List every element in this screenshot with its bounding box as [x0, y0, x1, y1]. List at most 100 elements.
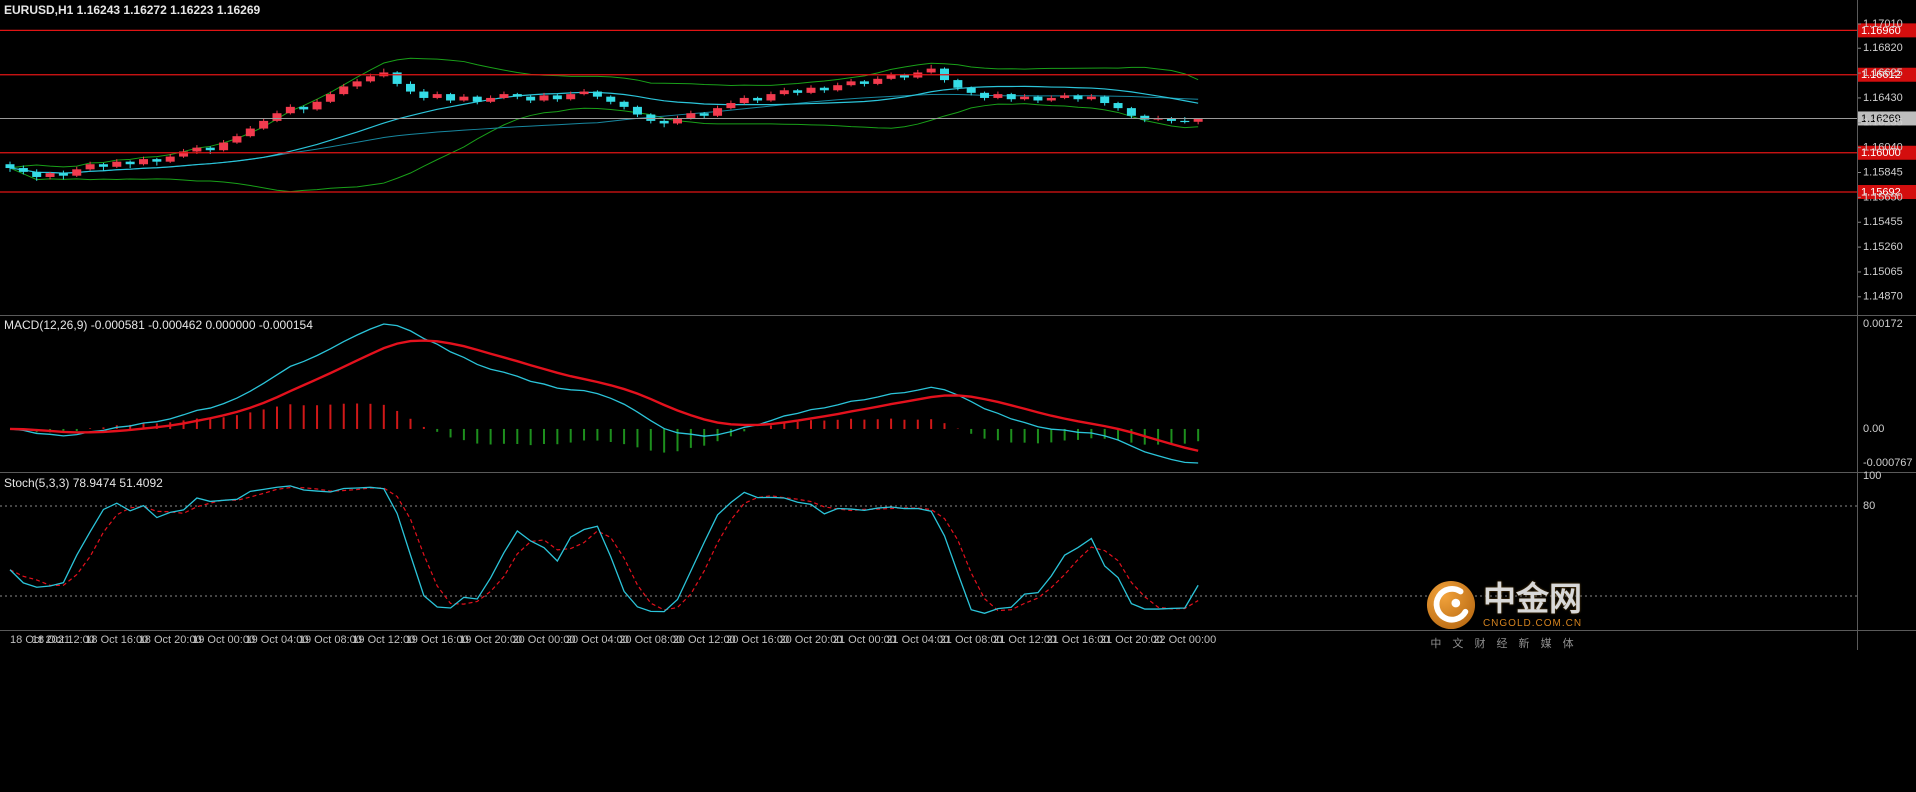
candle-body [659, 120, 669, 124]
candle-body [392, 72, 402, 84]
axis-label: 20 Oct 12:00 [673, 634, 736, 646]
candle-body [1180, 120, 1190, 123]
candle-body [1153, 118, 1163, 120]
price-tag: 1.16612 [1858, 67, 1916, 82]
candle-body [219, 142, 229, 151]
candle-body [272, 113, 282, 121]
candle-body [592, 91, 602, 97]
macd-signal-line [9, 339, 1199, 452]
candle-body [539, 95, 549, 101]
axis-label: 18 Oct 12:00 [32, 634, 95, 646]
candle-body [1086, 96, 1096, 100]
price-tag: 1.16000 [1858, 145, 1916, 160]
watermark-row: 中金网 CNGOLD.COM.CN [1420, 580, 1588, 630]
candle-body [646, 114, 656, 121]
candle-body [713, 108, 723, 116]
candle-body [632, 106, 642, 115]
candle-body [726, 103, 736, 109]
candle-body [472, 96, 482, 102]
axis-label: 1.14870 [1863, 291, 1903, 303]
axis-label: 20 Oct 16:00 [726, 634, 789, 646]
axis-label: -0.000767 [1863, 457, 1913, 469]
candle-body [245, 128, 255, 137]
candle-body [1126, 108, 1136, 116]
axis-label: 1.16820 [1863, 42, 1903, 54]
axis-label: 0.00172 [1863, 318, 1903, 330]
candle-body [459, 96, 469, 101]
candle-body [980, 92, 990, 98]
stoch-signal-line [9, 486, 1199, 612]
bollinger-bands-layer [9, 57, 1199, 193]
candle-body [1033, 96, 1043, 101]
candle-body [232, 136, 242, 143]
price-tag-bg [1858, 23, 1916, 38]
candle-body [18, 168, 28, 172]
axis-label: 19 Oct 04:00 [246, 634, 309, 646]
candle-body [259, 120, 269, 129]
candle-body [1193, 118, 1203, 122]
candle-body [1113, 103, 1123, 109]
axis-label: 1.16235 [1863, 117, 1903, 129]
price-axis: 1.17010 1.16820 1.16625 1.16430 1.16235 1.160… [1857, 18, 1903, 303]
candle-body [365, 76, 375, 82]
axis-label: 100 [1863, 470, 1881, 482]
bb-upper-line [9, 57, 1199, 169]
stoch-indicator-label: Stoch(5,3,3) 78.9474 51.4092 [4, 476, 163, 490]
candle-body [1166, 118, 1176, 121]
price-tag-bg [1858, 67, 1916, 82]
axis-label: 1.15845 [1863, 166, 1903, 178]
candle-body [846, 81, 856, 86]
axis-label: 19 Oct 12:00 [352, 634, 415, 646]
candle-body [993, 94, 1003, 98]
macd-indicator-label: MACD(12,26,9) -0.000581 -0.000462 0.0000… [4, 318, 313, 332]
price-tag-bg [1858, 185, 1916, 200]
candle-body [1020, 96, 1030, 100]
candle-body [699, 113, 709, 116]
watermark-title: 中金网 [1482, 579, 1582, 617]
candle-body [833, 85, 843, 91]
candle-body [299, 106, 309, 110]
candle-body [819, 87, 829, 91]
candle-body [739, 97, 749, 104]
axis-label: 18 Oct 16:00 [85, 634, 148, 646]
candle-body [339, 86, 349, 95]
candle-body [673, 118, 682, 124]
axis-label: 1.15455 [1863, 216, 1903, 228]
candle-body [966, 87, 976, 93]
candle-body [899, 74, 909, 78]
axis-label: 1.15065 [1863, 266, 1903, 278]
candle-body [112, 161, 122, 167]
candle-body [926, 68, 936, 73]
axis-label: 19 Oct 08:00 [299, 634, 362, 646]
watermark-text-column: 中金网 CNGOLD.COM.CN [1483, 582, 1582, 629]
axis-label: 21 Oct 00:00 [833, 634, 896, 646]
candles-layer [5, 64, 1203, 181]
axis-label: 19 Oct 20:00 [459, 634, 522, 646]
candle-body [312, 101, 322, 110]
candle-body [179, 151, 189, 157]
candle-body [619, 101, 629, 107]
axis-label: 1.17010 [1863, 18, 1903, 30]
axis-label: 1.16960 [1861, 25, 1901, 37]
candle-body [552, 95, 562, 100]
candle-body [1046, 97, 1056, 101]
candle-body [766, 94, 776, 101]
candle-body [419, 91, 429, 98]
candle-body [1073, 95, 1083, 100]
axis-label: 1.16040 [1863, 142, 1903, 154]
candle-body [526, 96, 536, 101]
symbol-ohlc-label: EURUSD,H1 1.16243 1.16272 1.16223 1.1626… [4, 3, 261, 17]
candle-body [1140, 115, 1150, 120]
candle-body [953, 80, 963, 88]
macd-line [9, 323, 1199, 464]
axis-label: 20 Oct 08:00 [619, 634, 682, 646]
axis-label: 18 Oct 2021 [10, 634, 70, 646]
candle-body [58, 173, 68, 176]
candle-body [165, 156, 175, 162]
axis-label: 1.15650 [1863, 191, 1903, 203]
axis-label: 18 Oct 20:00 [139, 634, 202, 646]
candle-body [192, 147, 202, 152]
cngold-logo-icon [1426, 580, 1475, 630]
